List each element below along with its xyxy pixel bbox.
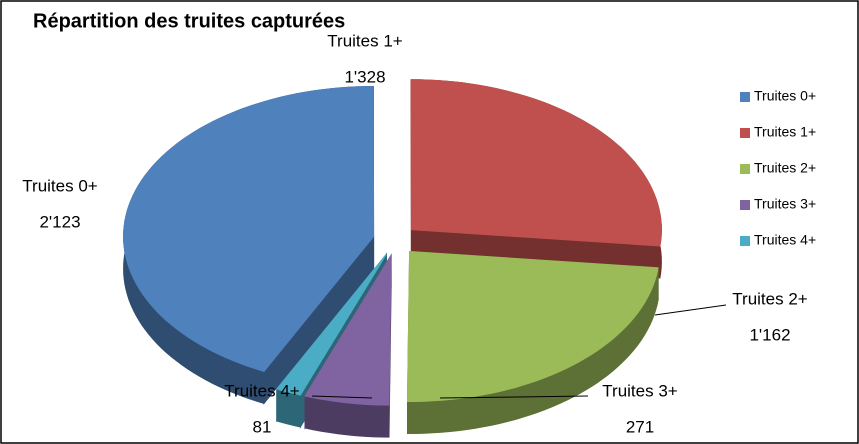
leader-line: [439, 395, 589, 399]
legend-label: Truites 1+: [754, 124, 816, 140]
slice: [123, 85, 375, 372]
chart-title: Répartition des truites capturées: [33, 10, 345, 32]
data-label-name: Truites 0+: [22, 176, 98, 195]
legend-label: Truites 0+: [754, 88, 816, 104]
leader-line: [311, 395, 373, 399]
legend-label: Truites 4+: [754, 232, 816, 248]
legend-swatch: [740, 200, 750, 210]
pie: [123, 79, 662, 438]
legend-label: Truites 3+: [754, 196, 816, 212]
leader-line: [654, 304, 727, 316]
legend-swatch: [740, 92, 750, 102]
data-label-name: Truites 2+: [732, 289, 808, 308]
labels: Truites 0+ 2'123 Truites 1+ 1'328 Truites 2+…: [22, 31, 808, 436]
legend: Truites 0+ Truites 1+ Truites 2+ Truites 3+…: [740, 88, 816, 248]
legend-swatch: [740, 236, 750, 246]
data-label-name: Truites 4+: [224, 381, 300, 400]
data-label-name: Truites 1+: [327, 31, 403, 50]
legend-swatch: [740, 128, 750, 138]
legend-swatch: [740, 164, 750, 174]
slice: [304, 253, 392, 406]
slice: [410, 79, 662, 247]
data-label: 2'123: [39, 212, 80, 231]
slice: [275, 253, 387, 396]
legend-label: Truites 2+: [754, 160, 816, 176]
data-label: 81: [253, 417, 272, 436]
data-label: 271: [626, 417, 654, 436]
data-label: 1'162: [749, 325, 790, 344]
data-label-name: Truites 3+: [602, 381, 678, 400]
data-label: 1'328: [344, 67, 385, 86]
